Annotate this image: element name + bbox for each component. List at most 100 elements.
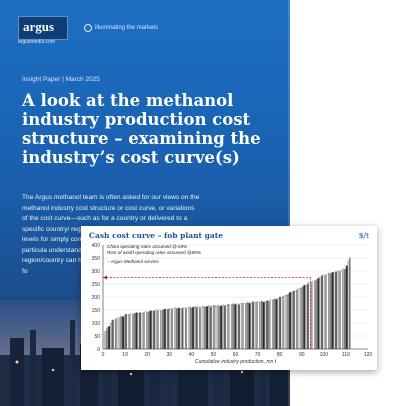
cost-bar (296, 289, 299, 350)
cost-curve-chart-card: Cash cost curve – fob plant gate $/t 0 50… (81, 226, 377, 370)
cost-bar (347, 260, 350, 350)
cost-bar (239, 303, 242, 350)
cost-bar (142, 312, 145, 350)
cost-bar (216, 305, 219, 350)
cost-bar (268, 300, 271, 350)
x-tick-label: 110 (342, 352, 350, 358)
cost-bar (169, 308, 172, 350)
cost-bar (335, 271, 338, 350)
cost-bar (294, 290, 297, 350)
cost-bar (167, 308, 170, 350)
cost-bar (306, 283, 309, 350)
cost-bar (215, 306, 218, 350)
chart-annotation: Rest of world operating rates assumed @8… (107, 250, 201, 255)
cost-bar (280, 297, 283, 350)
x-tick-label: 20 (144, 352, 150, 358)
cost-bar (140, 313, 143, 350)
cost-bar (312, 280, 315, 350)
cost-bar (272, 299, 275, 350)
y-tick-label: 0 (97, 347, 100, 353)
chart-annotation: China operating rates assumed @ 65% (107, 244, 187, 249)
chart-title: Cash cost curve – fob plant gate (89, 231, 223, 240)
x-tick-label: 100 (320, 352, 329, 358)
cost-bar (124, 315, 126, 350)
cost-bar (259, 301, 262, 350)
cost-bar (317, 277, 320, 350)
cost-bar (279, 296, 282, 350)
cost-bar (135, 312, 138, 350)
cost-bar (200, 306, 203, 350)
cost-bar (277, 298, 280, 350)
cost-bar (137, 313, 140, 350)
cost-bar (232, 303, 235, 350)
cost-bar (282, 296, 285, 350)
cost-bar (236, 303, 239, 350)
cost-bar (260, 301, 264, 350)
cost-bar (238, 304, 241, 350)
page-title: A look at the methanol industry producti… (22, 91, 261, 167)
cost-bar (289, 292, 292, 350)
cost-bar (126, 314, 129, 350)
y-tick-label: 400 (92, 243, 101, 249)
cost-bar (266, 300, 269, 350)
cost-bar (202, 306, 205, 350)
cost-bar (331, 272, 334, 350)
cost-bar (186, 307, 189, 350)
cost-bar (253, 302, 256, 350)
cost-bar (287, 293, 290, 350)
cost-bar (225, 304, 228, 350)
cost-bar (342, 268, 345, 350)
cost-bar (303, 285, 306, 350)
cost-bar (199, 307, 202, 350)
y-tick-label: 150 (92, 308, 101, 314)
cost-bar (207, 305, 211, 350)
y-tick-label: 300 (92, 269, 101, 275)
cost-bar (147, 311, 150, 350)
cost-bar (197, 306, 200, 350)
tagline: illuminating the markets (84, 24, 158, 32)
cost-bar (209, 306, 212, 350)
cost-bar (324, 275, 327, 350)
tagline-text: illuminating the markets (95, 25, 159, 31)
cost-bar (333, 272, 336, 350)
cost-bar (252, 301, 255, 350)
cost-bar (174, 307, 177, 350)
cost-bar (298, 287, 301, 350)
cost-bar (315, 279, 318, 350)
cost-bar (160, 310, 163, 350)
chart-annotation: – Argus Methanol service (106, 259, 159, 264)
cost-bar (172, 308, 175, 350)
cost-bar (204, 306, 207, 350)
cost-bar (328, 272, 331, 350)
cost-bar (124, 314, 127, 350)
cost-bar (292, 290, 295, 350)
cost-bar (111, 319, 114, 350)
y-tick-label: 250 (92, 282, 101, 288)
cost-bar (132, 314, 135, 350)
cost-bar (206, 306, 209, 350)
chart-unit: $/t (358, 231, 369, 240)
cost-bar (158, 309, 161, 350)
cost-bar (163, 308, 166, 350)
cost-bar (144, 311, 147, 350)
cost-bar (299, 288, 302, 350)
cost-bar (109, 322, 112, 350)
cost-bar (245, 303, 248, 350)
cost-bar (291, 292, 294, 350)
cost-bar (188, 306, 191, 350)
cost-bar (273, 298, 276, 350)
cost-bar (156, 310, 159, 350)
cost-bar (230, 304, 233, 350)
cost-bar (229, 305, 232, 350)
cost-bar (183, 307, 186, 350)
cost-bar (106, 327, 109, 350)
y-tick-label: 200 (92, 295, 101, 301)
y-tick-label: 350 (92, 256, 101, 262)
cost-bar (322, 274, 325, 350)
cost-bar (153, 310, 156, 350)
cost-bar (336, 270, 339, 350)
x-tick-label: 40 (189, 352, 195, 358)
cost-bar (177, 307, 180, 350)
cost-bar (246, 302, 249, 350)
cost-bar (185, 308, 188, 350)
